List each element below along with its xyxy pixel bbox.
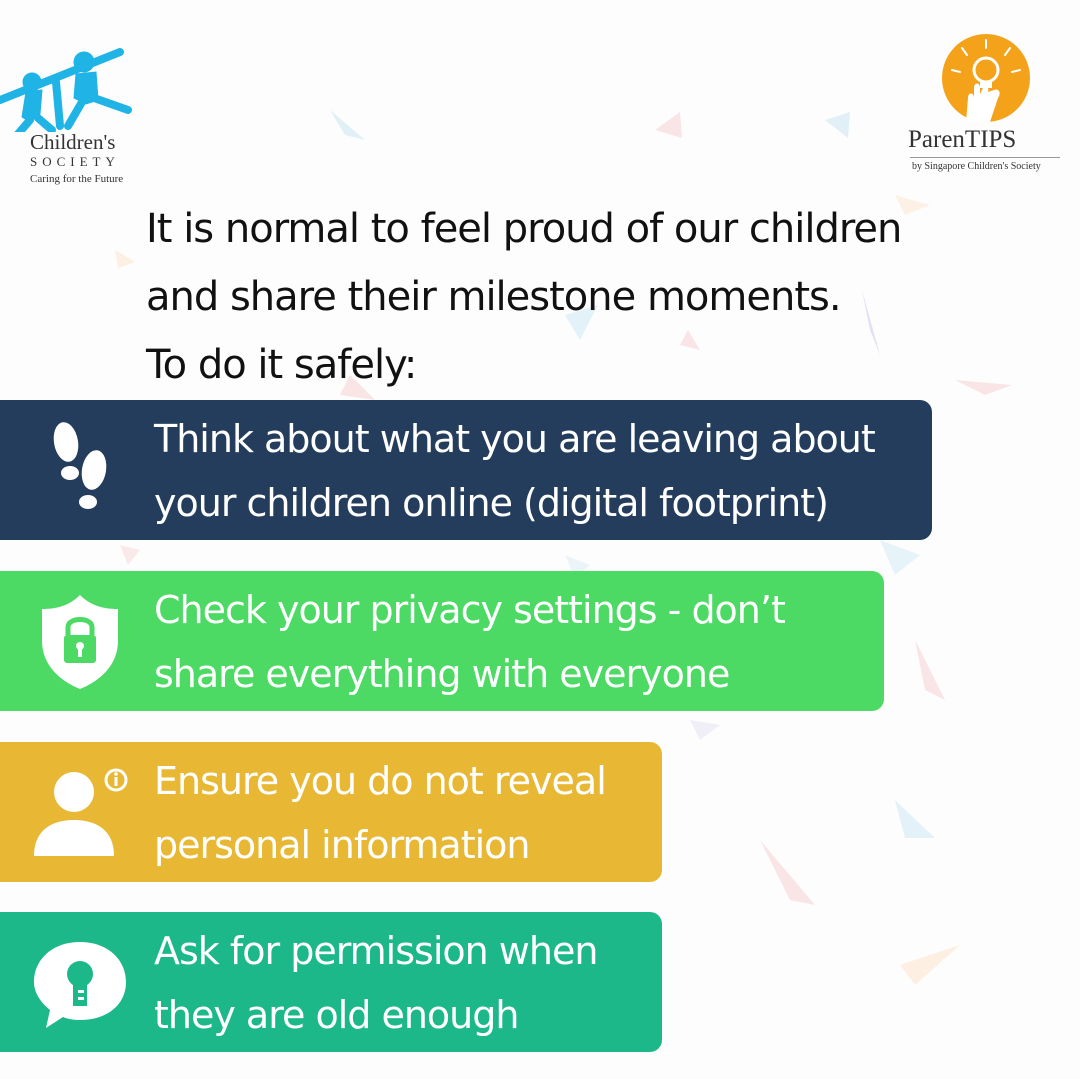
tip-personal-information: Ensure you do not reveal personal inform… bbox=[0, 742, 662, 882]
tip-text: Think about what you are leaving about y… bbox=[154, 407, 876, 535]
childrens-society-name: Children's bbox=[30, 130, 116, 154]
person-info-icon bbox=[34, 768, 128, 856]
childrens-society-tagline: Caring for the Future bbox=[30, 173, 124, 185]
tip-line-1: Ask for permission when bbox=[154, 929, 598, 973]
intro-line-1: It is normal to feel proud of our childr… bbox=[146, 206, 902, 252]
tip-line-1: Check your privacy settings - don’t bbox=[154, 588, 786, 632]
tip-text: Check your privacy settings - don’t shar… bbox=[154, 578, 786, 706]
keyhole-chat-icon bbox=[34, 942, 126, 1028]
childrens-society-logo: Children's SOCIETY Caring for the Future bbox=[0, 22, 160, 192]
tip-text: Ask for permission when they are old eno… bbox=[154, 919, 598, 1047]
parentips-logo: ParenTIPS by Singapore Children's Societ… bbox=[900, 28, 1075, 188]
childrens-society-society: SOCIETY bbox=[30, 154, 120, 169]
lightbulb-hand-icon bbox=[942, 34, 1030, 122]
tip-text: Ensure you do not reveal personal inform… bbox=[154, 749, 607, 877]
tip-digital-footprint: Think about what you are leaving about y… bbox=[0, 400, 932, 540]
tip-line-2: your children online (digital footprint) bbox=[154, 481, 829, 525]
children-figures-icon bbox=[0, 48, 132, 132]
tip-line-2: personal information bbox=[154, 823, 530, 867]
parentips-name: ParenTIPS bbox=[908, 126, 1017, 153]
tip-privacy-settings: Check your privacy settings - don’t shar… bbox=[0, 571, 884, 711]
shield-lock-icon bbox=[42, 595, 118, 689]
tip-line-2: they are old enough bbox=[154, 993, 519, 1037]
tip-line-2: share everything with everyone bbox=[154, 652, 730, 696]
intro-line-3: To do it safely: bbox=[146, 342, 417, 388]
tip-line-1: Ensure you do not reveal bbox=[154, 759, 607, 803]
parentips-byline: by Singapore Children's Society bbox=[912, 161, 1041, 172]
parentips-divider bbox=[910, 157, 1060, 158]
footprints-icon bbox=[53, 422, 107, 509]
intro-text: It is normal to feel proud of our childr… bbox=[146, 195, 1026, 399]
tip-ask-permission: Ask for permission when they are old eno… bbox=[0, 912, 662, 1052]
tip-line-1: Think about what you are leaving about bbox=[154, 417, 876, 461]
intro-line-2: and share their milestone moments. bbox=[146, 274, 842, 320]
